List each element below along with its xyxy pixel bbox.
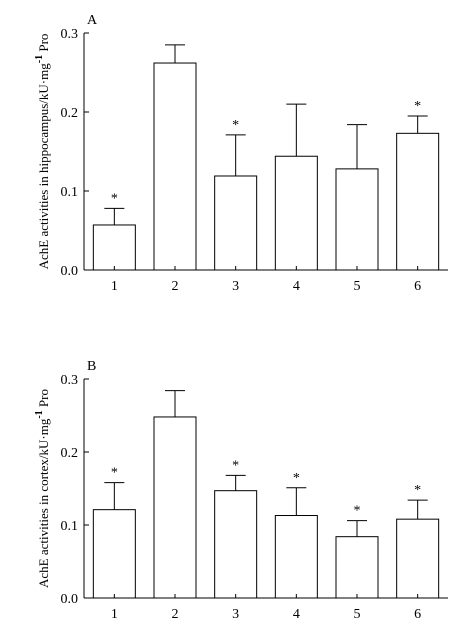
bar-4 [274,515,318,599]
x-tick-label: 3 [232,279,239,294]
y-tick-label: 0.3 [61,373,79,388]
significance-mark-1: * [111,466,118,481]
y-tick-label: 0.1 [61,185,79,200]
x-tick-label: 5 [354,607,361,622]
panel-label: A [87,13,98,28]
bar-4 [274,155,318,271]
bar-5 [335,536,379,599]
bar-1 [92,224,136,271]
chart-panel-a: 0.0 0.1 0.2 0.3 A AchE activities in hippocam… [34,13,448,294]
x-tick-label: 6 [414,279,421,294]
bar-3 [214,175,258,271]
bar-5 [335,168,379,271]
y-tick-label: 0.0 [61,264,79,279]
bar-3 [214,490,258,599]
significance-mark-4: * [293,471,300,486]
chart-panel-b: 0.0 0.1 0.2 0.3 B AchE activities in cortex/k… [34,359,448,622]
x-tick-label: 3 [232,607,239,622]
bar-2 [153,62,197,271]
x-tick-label: 4 [293,607,300,622]
bar-2 [153,416,197,599]
y-tick-label: 0.2 [61,106,79,121]
x-tick-label: 4 [293,279,300,294]
y-tick-label: 0.0 [61,592,79,607]
significance-mark-6: * [414,483,421,498]
x-tick-label: 6 [414,607,421,622]
x-tick-label: 2 [172,279,179,294]
significance-mark-5: * [354,504,361,519]
x-tick-label: 1 [111,607,118,622]
x-tick-label: 1 [111,279,118,294]
y-tick-label: 0.1 [61,519,79,534]
significance-mark-6: * [414,99,421,114]
y-axis-label: AchE activities in cortex/kU·mg-1 Pro [34,389,51,588]
x-tick-label: 2 [172,607,179,622]
significance-mark-3: * [232,118,239,133]
x-tick-label: 5 [354,279,361,294]
bar-1 [92,509,136,599]
bar-6 [396,518,440,599]
y-tick-label: 0.2 [61,446,79,461]
significance-mark-3: * [232,458,239,473]
significance-mark-1: * [111,191,118,206]
panel-label: B [87,359,96,374]
y-axis-label: AchE activities in hippocampus/kU·mg-1 P… [34,34,51,270]
y-tick-label: 0.3 [61,27,79,42]
bar-6 [396,132,440,271]
